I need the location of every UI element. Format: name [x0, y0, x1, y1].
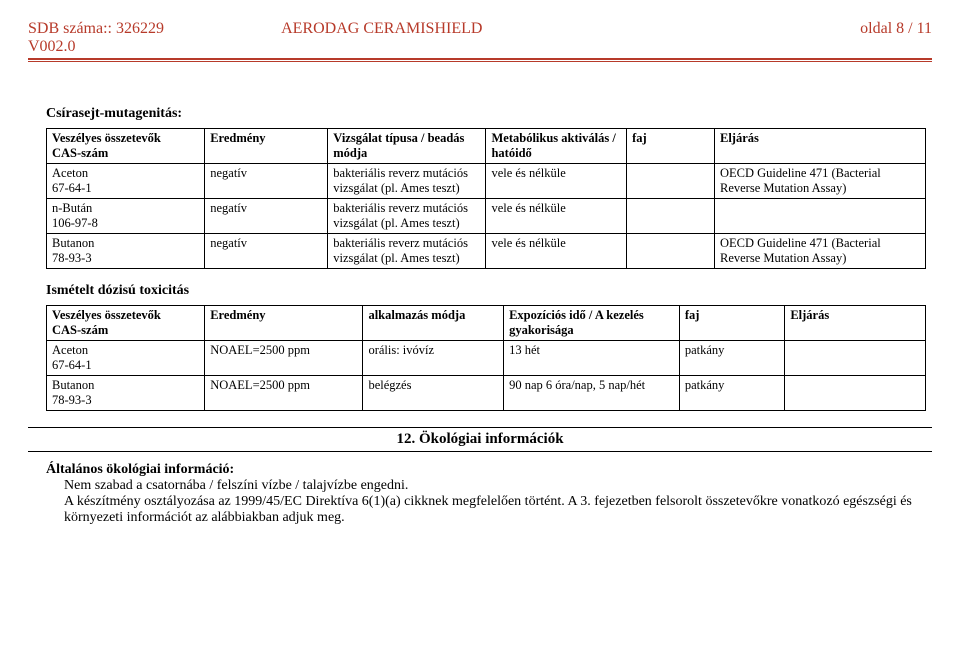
- header-rule-thick: [28, 58, 932, 60]
- cell: OECD Guideline 471 (Bacterial Reverse Mu…: [715, 164, 926, 199]
- table-row: n-Bután106-97-8 negatív bakteriális reve…: [47, 199, 926, 234]
- cell-text: 78-93-3: [52, 393, 92, 407]
- header-left: SDB száma:: 326229 V002.0: [28, 20, 281, 56]
- th-text: Veszélyes összetevők: [52, 308, 161, 322]
- cell: [627, 164, 715, 199]
- cell: vele és nélküle: [486, 164, 627, 199]
- cell: bakteriális reverz mutációs vizsgálat (p…: [328, 164, 486, 199]
- col-method: Eljárás: [785, 306, 926, 341]
- repeated-dose-table: Veszélyes összetevők CAS-szám Eredmény a…: [46, 305, 926, 411]
- cell: [627, 234, 715, 269]
- product-name: AERODAG CERAMISHIELD: [281, 20, 733, 56]
- cell: NOAEL=2500 ppm: [205, 341, 363, 376]
- page-number: oldal 8 / 11: [733, 20, 932, 56]
- col-testtype: Vizsgálat típusa / beadás módja: [328, 129, 486, 164]
- cell-text: Butanon: [52, 378, 94, 392]
- cell: n-Bután106-97-8: [47, 199, 205, 234]
- col-method: Eljárás: [715, 129, 926, 164]
- col-metabolic: Metabólikus aktiválás / hatóidő: [486, 129, 627, 164]
- cell: Butanon78-93-3: [47, 376, 205, 411]
- cell-text: Aceton: [52, 166, 88, 180]
- cell-text: n-Bután: [52, 201, 92, 215]
- cell: OECD Guideline 471 (Bacterial Reverse Mu…: [715, 234, 926, 269]
- table-row: Butanon78-93-3 negatív bakteriális rever…: [47, 234, 926, 269]
- th-text: CAS-szám: [52, 323, 108, 337]
- col-species: faj: [679, 306, 784, 341]
- th-text: CAS-szám: [52, 146, 108, 160]
- cell: [627, 199, 715, 234]
- cell: Aceton67-64-1: [47, 341, 205, 376]
- cell: negatív: [205, 164, 328, 199]
- sdb-number: 326229: [116, 20, 164, 37]
- cell: vele és nélküle: [486, 234, 627, 269]
- cell: bakteriális reverz mutációs vizsgálat (p…: [328, 199, 486, 234]
- table-row: Aceton67-64-1 NOAEL=2500 ppm orális: ivó…: [47, 341, 926, 376]
- cell-text: 67-64-1: [52, 358, 92, 372]
- cell: patkány: [679, 376, 784, 411]
- table-header-row: Veszélyes összetevők CAS-szám Eredmény a…: [47, 306, 926, 341]
- cell: negatív: [205, 234, 328, 269]
- cell: bakteriális reverz mutációs vizsgálat (p…: [328, 234, 486, 269]
- cell-text: 106-97-8: [52, 216, 98, 230]
- cell: Butanon78-93-3: [47, 234, 205, 269]
- cell: 13 hét: [504, 341, 680, 376]
- table-header-row: Veszélyes összetevők CAS-szám Eredmény V…: [47, 129, 926, 164]
- section-title-repeated-dose: Ismételt dózisú toxicitás: [46, 283, 932, 299]
- mutagenicity-table: Veszélyes összetevők CAS-szám Eredmény V…: [46, 128, 926, 269]
- col-exposure: Expozíciós idő / A kezelés gyakorisága: [504, 306, 680, 341]
- cell: [785, 376, 926, 411]
- col-application: alkalmazás módja: [363, 306, 504, 341]
- col-result: Eredmény: [205, 306, 363, 341]
- cell-text: Butanon: [52, 236, 94, 250]
- cell: belégzés: [363, 376, 504, 411]
- cell: 90 nap 6 óra/nap, 5 nap/hét: [504, 376, 680, 411]
- cell: patkány: [679, 341, 784, 376]
- table-row: Butanon78-93-3 NOAEL=2500 ppm belégzés 9…: [47, 376, 926, 411]
- cell: Aceton67-64-1: [47, 164, 205, 199]
- cell: [785, 341, 926, 376]
- col-components: Veszélyes összetevők CAS-szám: [47, 306, 205, 341]
- header-rule-thin: [28, 61, 932, 62]
- col-species: faj: [627, 129, 715, 164]
- th-text: Veszélyes összetevők: [52, 131, 161, 145]
- section-bar-ecological: 12. Ökológiai információk: [28, 427, 932, 452]
- doc-header: SDB száma:: 326229 V002.0 AERODAG CERAMI…: [28, 20, 932, 56]
- eco-info-line2: A készítmény osztályozása az 1999/45/EC …: [64, 494, 912, 526]
- cell: NOAEL=2500 ppm: [205, 376, 363, 411]
- eco-info-title: Általános ökológiai információ:: [46, 462, 932, 478]
- cell-text: 67-64-1: [52, 181, 92, 195]
- col-components: Veszélyes összetevők CAS-szám: [47, 129, 205, 164]
- version: V002.0: [28, 38, 76, 55]
- eco-info-line1: Nem szabad a csatornába / felszíni vízbe…: [64, 478, 912, 494]
- cell: vele és nélküle: [486, 199, 627, 234]
- cell: negatív: [205, 199, 328, 234]
- cell-text: 78-93-3: [52, 251, 92, 265]
- col-result: Eredmény: [205, 129, 328, 164]
- sdb-label: SDB száma::: [28, 20, 112, 37]
- cell: orális: ivóvíz: [363, 341, 504, 376]
- cell-text: Aceton: [52, 343, 88, 357]
- section-title-mutagenicity: Csírasejt-mutagenitás:: [46, 106, 932, 122]
- cell: [715, 199, 926, 234]
- table-row: Aceton67-64-1 negatív bakteriális reverz…: [47, 164, 926, 199]
